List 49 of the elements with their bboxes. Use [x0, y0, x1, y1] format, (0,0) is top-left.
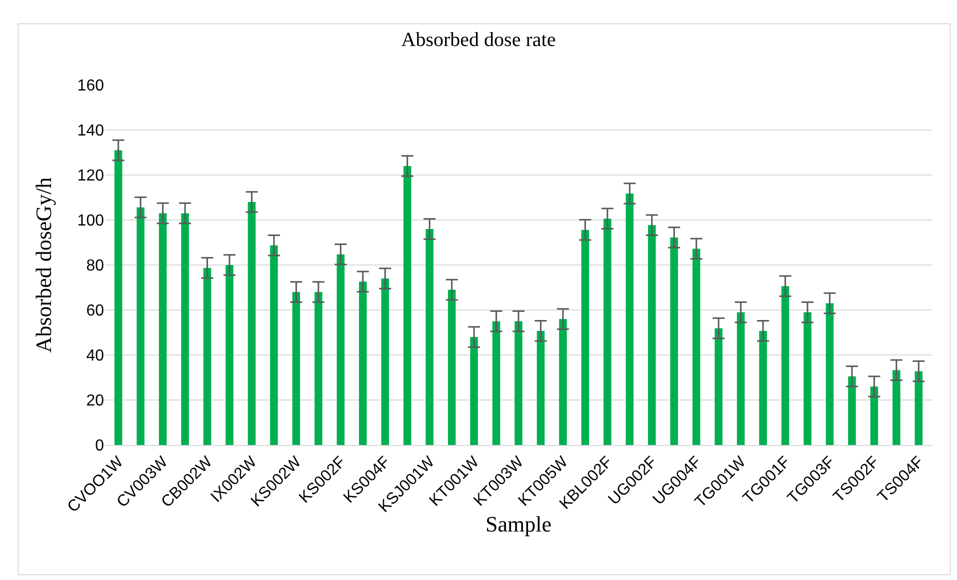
y-axis-title: Absorbed doseGy/h: [31, 177, 56, 353]
x-axis-title: Sample: [486, 512, 552, 537]
bar: [692, 248, 700, 445]
bar: [604, 218, 612, 445]
bar: [158, 213, 167, 445]
y-tick-label: 160: [77, 78, 104, 95]
bar: [403, 166, 412, 445]
bar: [270, 245, 278, 445]
bar: [892, 370, 900, 445]
bar: [648, 225, 656, 445]
y-tick-label: 80: [86, 258, 104, 275]
bar: [314, 292, 322, 445]
bar: [226, 265, 234, 445]
y-tick-label: 20: [86, 392, 104, 410]
y-tick-label: 120: [77, 168, 104, 185]
bar: [381, 278, 389, 445]
bar: [248, 202, 256, 445]
y-tick-label: 60: [86, 302, 104, 320]
bar: [670, 238, 678, 445]
bar: [114, 150, 122, 445]
y-tick-label: 100: [77, 212, 104, 230]
bar: [492, 321, 500, 445]
bar: [181, 213, 189, 445]
bar: [914, 371, 923, 445]
bar: [714, 328, 722, 445]
bar: [736, 312, 745, 445]
bar: [581, 230, 590, 445]
bar: [536, 330, 545, 445]
bar: [804, 312, 812, 445]
bar: [292, 292, 300, 445]
bar: [336, 254, 345, 445]
bar: [826, 303, 834, 445]
bar: [203, 268, 212, 445]
bar: [448, 290, 456, 445]
y-tick-label: 0: [95, 438, 104, 455]
bar: [870, 386, 878, 445]
bar: [848, 376, 856, 445]
bar: [514, 321, 522, 445]
chart-title: Absorbed dose rate: [401, 28, 556, 51]
bar: [470, 337, 478, 445]
bar: [759, 330, 767, 445]
bar: [559, 319, 567, 445]
bar: [781, 286, 790, 445]
bar: [136, 207, 144, 445]
bar: [626, 193, 634, 445]
y-tick-label: 140: [77, 122, 104, 140]
bar: [358, 282, 367, 445]
bar: [426, 229, 434, 445]
y-tick-label: 40: [86, 348, 104, 365]
